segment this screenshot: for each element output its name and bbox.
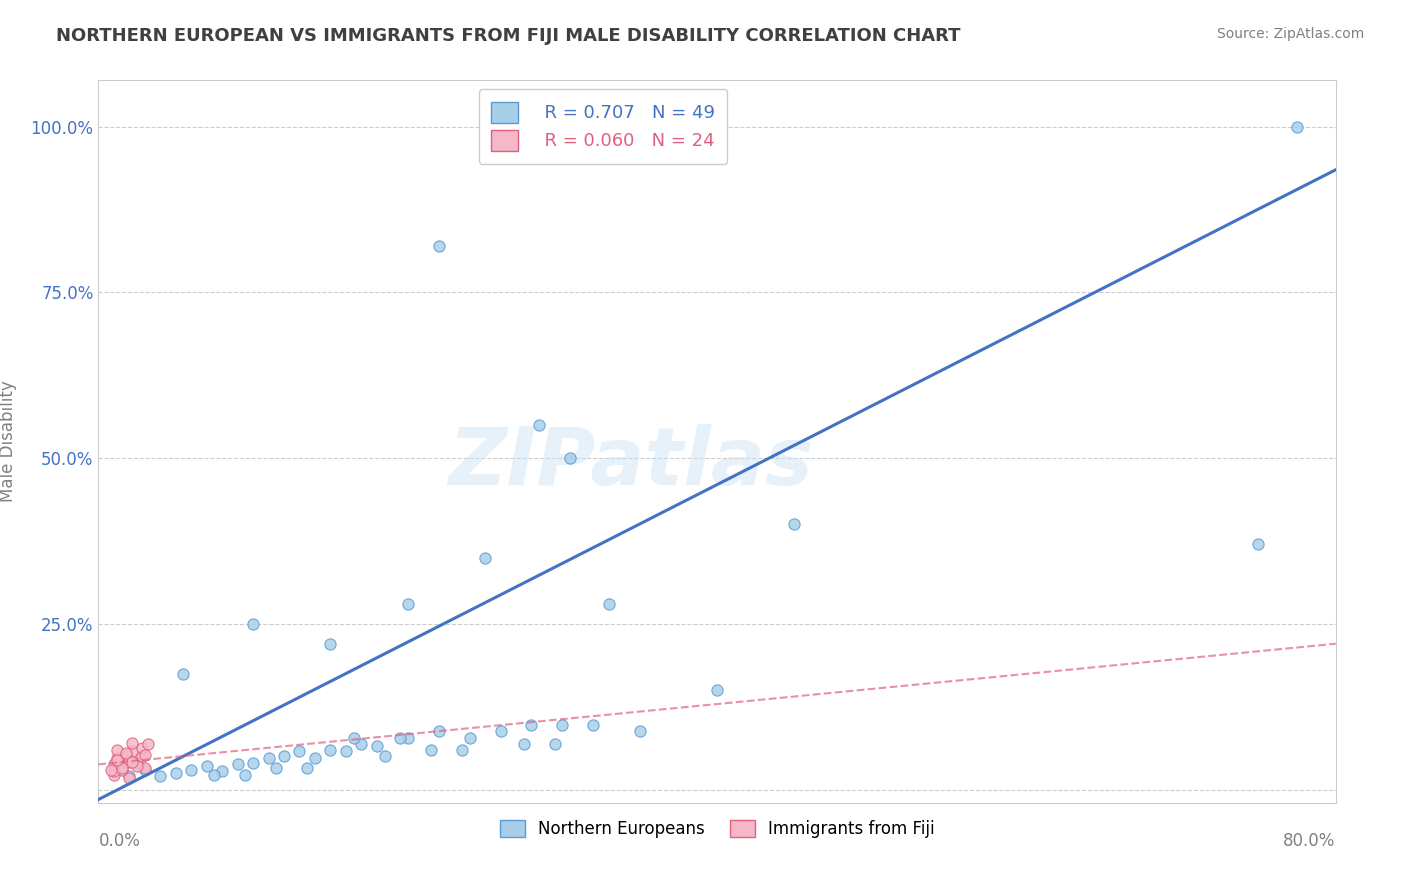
Point	[134, 761, 156, 775]
Point	[543, 738, 565, 752]
Point	[489, 724, 512, 739]
Y-axis label: Male Disability: Male Disability	[0, 381, 17, 502]
Point	[427, 239, 450, 253]
Point	[105, 750, 128, 764]
Point	[257, 750, 280, 764]
Point	[131, 749, 153, 764]
Point	[136, 738, 159, 752]
Text: Source: ZipAtlas.com: Source: ZipAtlas.com	[1216, 27, 1364, 41]
Point	[366, 739, 388, 754]
Point	[242, 756, 264, 770]
Point	[582, 717, 605, 731]
Point	[551, 717, 574, 731]
Point	[100, 763, 122, 777]
Text: NORTHERN EUROPEAN VS IMMIGRANTS FROM FIJI MALE DISABILITY CORRELATION CHART: NORTHERN EUROPEAN VS IMMIGRANTS FROM FIJ…	[56, 27, 960, 45]
Point	[211, 764, 233, 778]
Point	[127, 756, 149, 770]
Text: 80.0%: 80.0%	[1284, 831, 1336, 850]
Point	[628, 724, 651, 739]
Point	[427, 724, 450, 739]
Point	[474, 550, 496, 565]
Point	[204, 768, 226, 782]
Point	[396, 731, 419, 745]
Point	[419, 743, 441, 757]
Point	[288, 744, 311, 758]
Point	[396, 597, 419, 611]
Point	[1286, 120, 1309, 134]
Point	[706, 683, 728, 698]
Point	[121, 755, 143, 769]
Point	[319, 743, 342, 757]
Point	[115, 755, 138, 769]
Point	[458, 731, 481, 745]
Point	[1247, 537, 1270, 551]
Point	[560, 451, 582, 466]
Point	[180, 763, 202, 777]
Point	[103, 757, 125, 772]
Point	[121, 736, 143, 750]
Point	[319, 637, 342, 651]
Point	[121, 744, 143, 758]
Point	[111, 763, 132, 777]
Point	[783, 517, 806, 532]
Text: 0.0%: 0.0%	[98, 831, 141, 850]
Point	[172, 666, 194, 681]
Point	[118, 771, 141, 785]
Point	[103, 764, 125, 778]
Point	[598, 597, 620, 611]
Point	[103, 768, 125, 782]
Point	[374, 749, 396, 764]
Point	[273, 749, 295, 764]
Point	[111, 761, 132, 775]
Point	[115, 746, 138, 760]
Point	[165, 766, 187, 780]
Point	[304, 750, 326, 764]
Point	[388, 731, 412, 745]
Point	[149, 769, 172, 783]
Point	[195, 759, 218, 773]
Point	[264, 761, 288, 775]
Point	[127, 759, 149, 773]
Point	[335, 744, 357, 758]
Point	[118, 769, 141, 783]
Point	[343, 731, 366, 745]
Point	[297, 761, 319, 775]
Point	[233, 768, 257, 782]
Point	[115, 747, 138, 762]
Point	[529, 417, 551, 432]
Point	[450, 743, 472, 757]
Point	[350, 738, 373, 752]
Point	[242, 616, 264, 631]
Point	[105, 743, 128, 757]
Point	[134, 763, 156, 777]
Point	[131, 741, 153, 756]
Point	[226, 757, 249, 772]
Text: ZIPatlas: ZIPatlas	[449, 425, 813, 502]
Point	[134, 747, 156, 762]
Point	[118, 755, 141, 769]
Point	[105, 753, 128, 767]
Legend: Northern Europeans, Immigrants from Fiji: Northern Europeans, Immigrants from Fiji	[494, 814, 941, 845]
Point	[513, 738, 536, 752]
Point	[520, 717, 543, 731]
